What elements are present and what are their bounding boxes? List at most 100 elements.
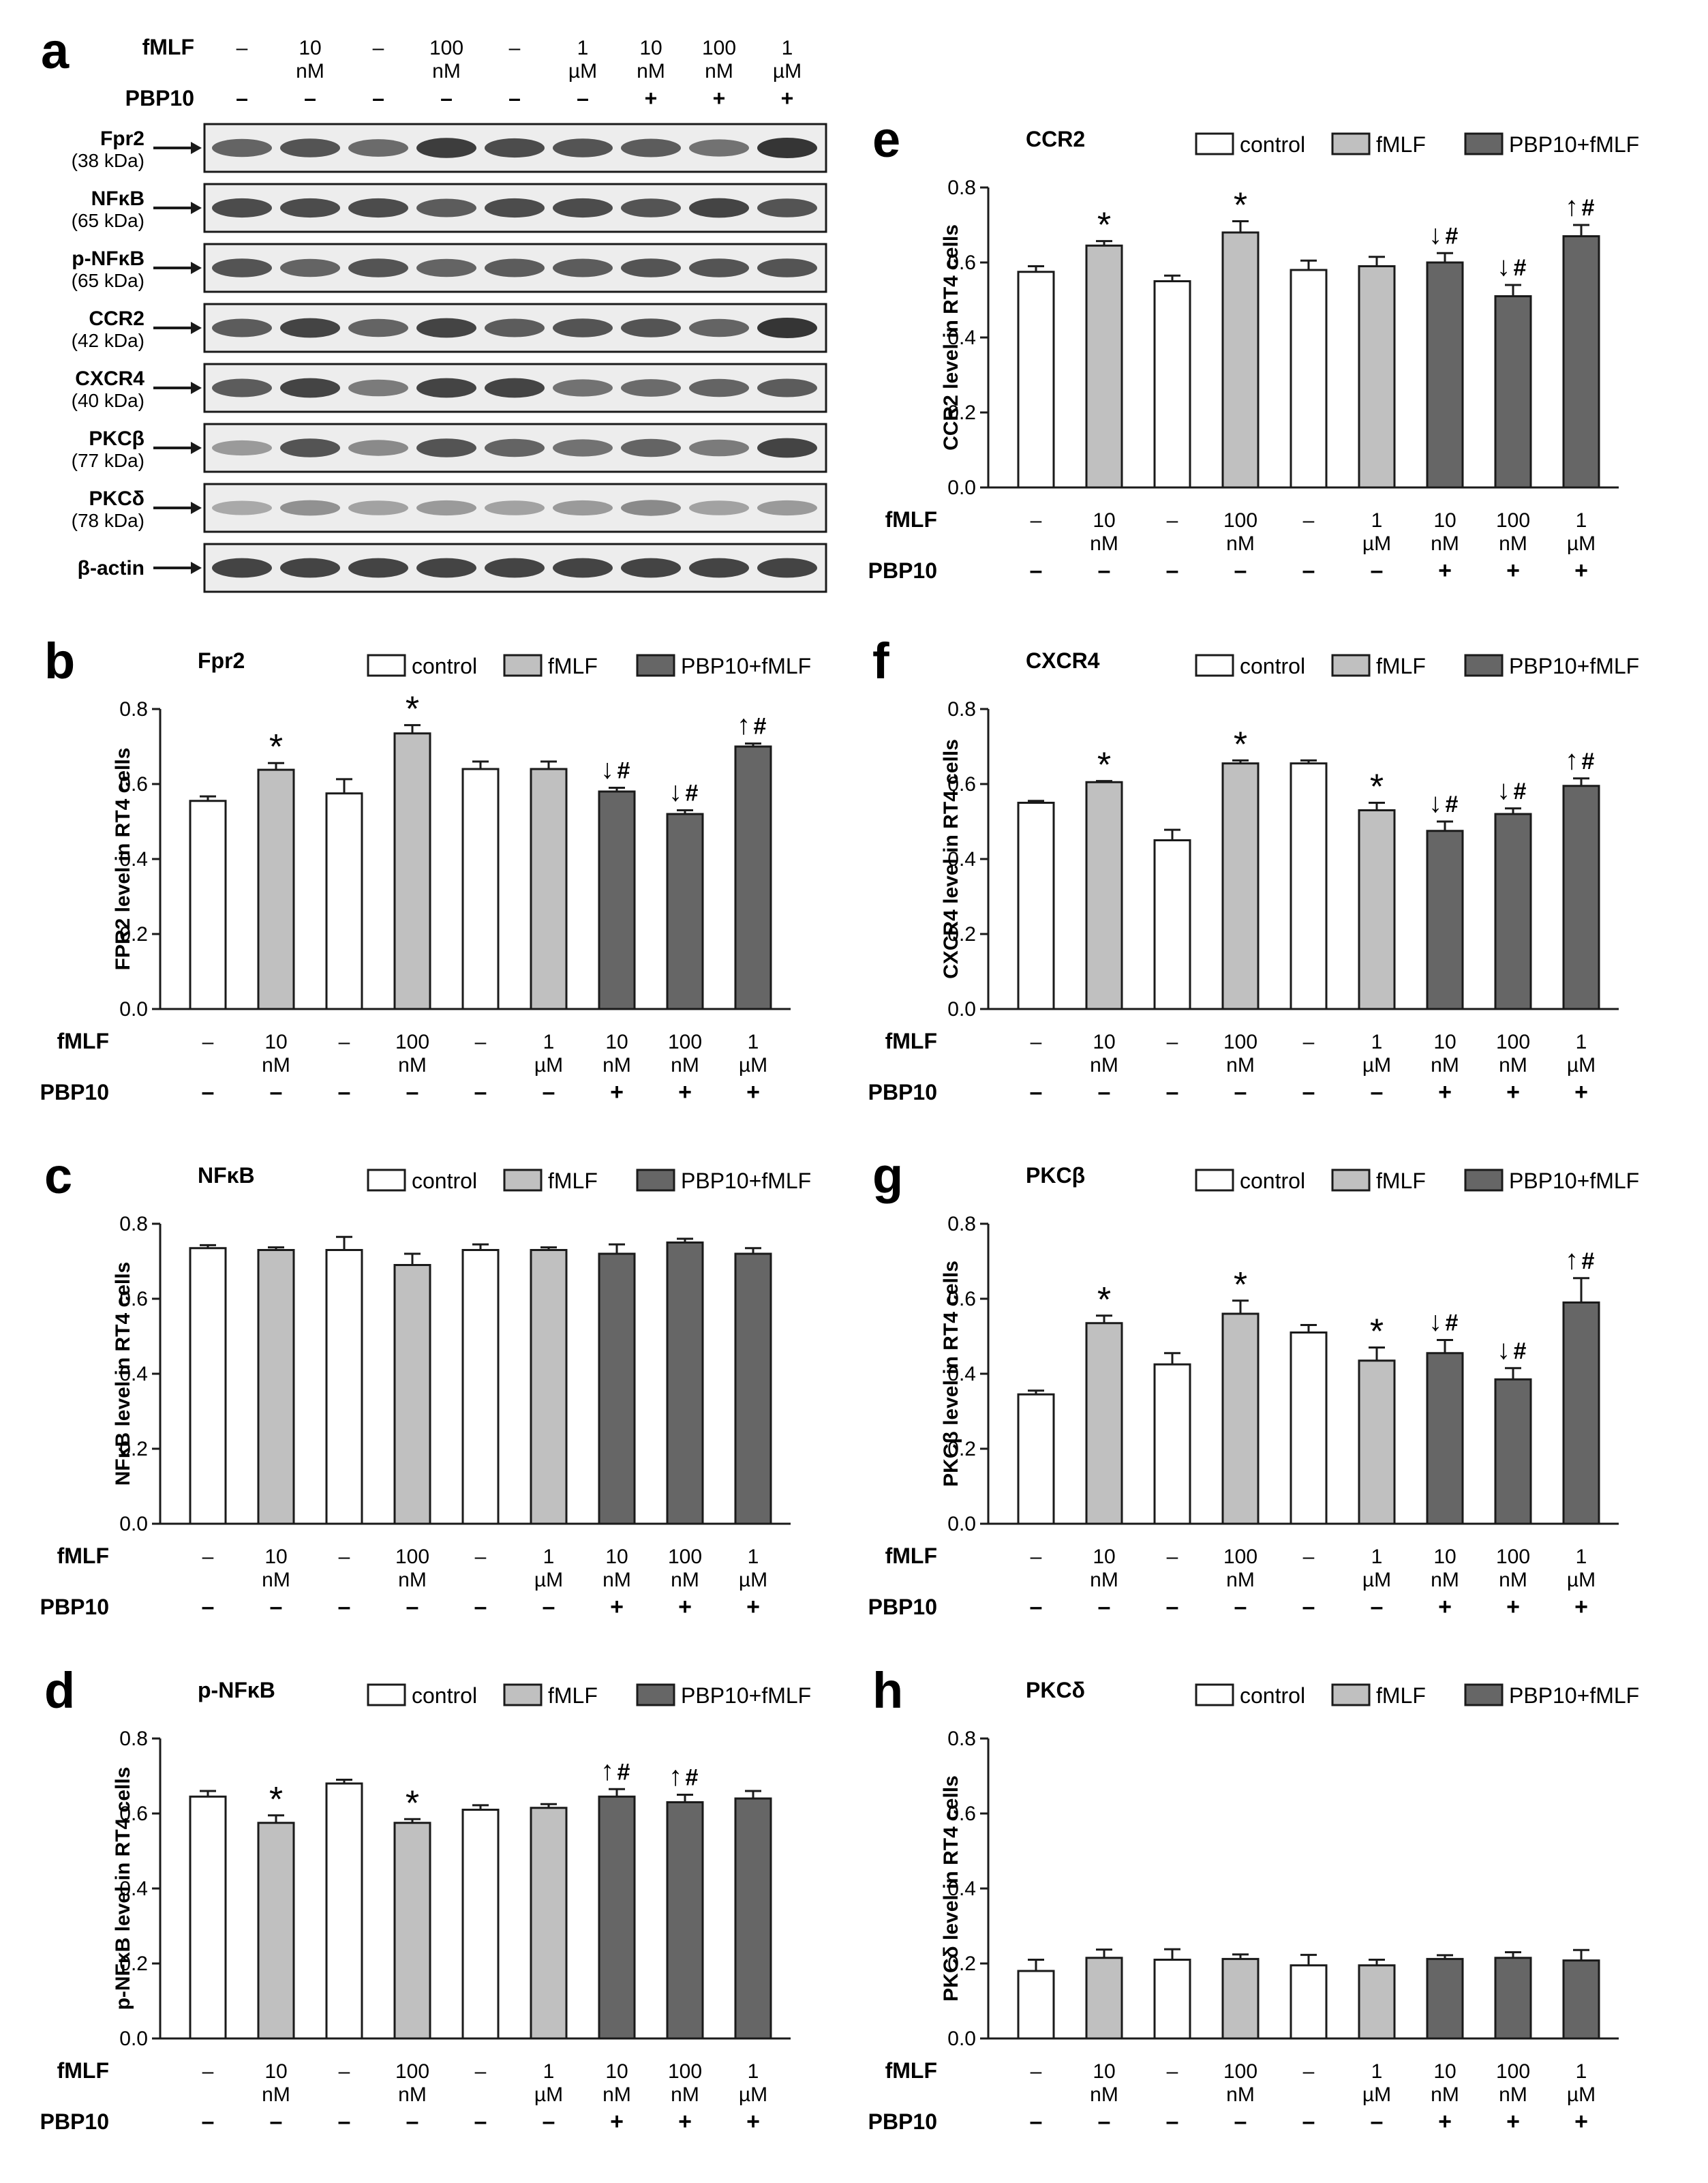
significance-hash: #	[1514, 779, 1527, 804]
bar-pbp	[734, 1797, 772, 2040]
bar-fmlf	[1085, 1957, 1123, 2040]
x-tick-fmlf-value: 1	[1576, 1031, 1587, 1053]
x-row-label-pbp: PBP10	[868, 1595, 937, 1619]
legend-label-fmlf: fMLF	[548, 1169, 598, 1193]
x-tick-fmlf-unit: nM	[603, 2083, 631, 2106]
blot-pbp-value: +	[781, 86, 794, 110]
x-tick-pbp-value: –	[474, 1079, 487, 1105]
x-tick-fmlf-value: –	[1167, 1546, 1178, 1568]
bar-control	[189, 1247, 227, 1525]
x-tick-fmlf-value: 1	[1576, 1546, 1587, 1568]
bar-pbp	[1494, 1957, 1532, 2040]
bar-control	[1017, 1393, 1055, 1525]
x-row-label-fmlf: fMLF	[885, 1544, 937, 1568]
bar-fmlf	[1221, 1957, 1260, 2040]
x-tick-fmlf-unit: µM	[534, 1054, 563, 1077]
x-tick-fmlf-unit: nM	[1499, 532, 1527, 555]
x-tick-pbp-value: –	[1030, 2109, 1043, 2135]
bar-pbp	[1494, 813, 1532, 1010]
significance-star: *	[1234, 186, 1247, 226]
blot-fmlf-unit: nM	[296, 60, 324, 82]
blot-band	[485, 198, 545, 218]
blot-band	[553, 558, 613, 578]
chart-title: PKCβ	[1026, 1163, 1085, 1188]
x-tick-pbp-value: +	[610, 1594, 624, 1620]
x-tick-pbp-value: –	[202, 2109, 215, 2135]
bar-control	[1153, 1959, 1191, 2040]
down-arrow-icon: ↓	[600, 755, 614, 785]
x-row-label-fmlf: fMLF	[885, 2058, 937, 2083]
bar-fmlf	[530, 1249, 568, 1525]
x-tick-fmlf-value: –	[339, 1546, 350, 1568]
blot-band	[485, 138, 545, 158]
chart-panel-e: e CCR2 control fMLF PBP10+fMLF0.00.20.40.60.…	[868, 111, 1640, 584]
bar-control	[1290, 1964, 1328, 2040]
x-tick-fmlf-unit: nM	[603, 1054, 631, 1077]
x-tick-pbp-value: –	[1166, 2109, 1179, 2135]
blot-band	[553, 318, 613, 337]
x-tick-pbp-value: –	[543, 2109, 555, 2135]
legend-label-pbp: PBP10+fMLF	[1509, 132, 1639, 157]
chart-panel-g: g PKCβ control fMLF PBP10+fMLF0.00.20.40.60.…	[868, 1147, 1640, 1620]
bar-pbp	[1562, 235, 1600, 489]
down-arrow-icon: ↓	[1497, 775, 1510, 805]
x-tick-pbp-value: –	[1234, 1079, 1247, 1105]
x-tick-pbp-value: –	[543, 1594, 555, 1620]
bar-control	[189, 1795, 227, 2040]
x-tick-fmlf-value: 10	[264, 1031, 287, 1053]
legend-swatch-control	[1195, 654, 1234, 677]
bar-control	[1290, 762, 1328, 1010]
blot-pbp-value: –	[577, 86, 589, 110]
x-tick-pbp-value: +	[1574, 1079, 1588, 1105]
bar-pbp	[598, 790, 636, 1010]
x-tick-fmlf-unit: µM	[534, 1569, 563, 1591]
x-tick-fmlf-value: –	[202, 1546, 214, 1568]
x-tick-fmlf-unit: µM	[739, 1569, 767, 1591]
bar-control	[325, 1782, 363, 2040]
chart-panel-b: b Fpr2 control fMLF PBP10+fMLF0.00.20.40.60.…	[40, 633, 812, 1105]
x-tick-pbp-value: –	[543, 1079, 555, 1105]
x-tick-pbp-value: +	[1574, 2109, 1588, 2135]
blot-arrowhead-icon	[191, 322, 202, 334]
x-tick-pbp-value: –	[1098, 558, 1111, 584]
blot-fmlf-unit: µM	[568, 60, 597, 82]
y-axis-label: CXCR4 level in RT4 cells	[940, 739, 962, 979]
y-tick-label: 0.4	[119, 1363, 148, 1385]
legend-swatch-pbp	[1464, 1169, 1504, 1192]
panel-letter-f: f	[872, 633, 889, 689]
significance-hash: #	[1514, 1338, 1527, 1364]
blot-band	[280, 258, 340, 277]
x-tick-fmlf-value: 100	[395, 2060, 429, 2083]
y-axis-label: PKCδ level in RT4 cells	[940, 1775, 962, 2002]
x-tick-fmlf-value: –	[339, 2060, 350, 2083]
y-tick-label: 0.6	[947, 1288, 976, 1310]
x-tick-pbp-value: +	[1438, 2109, 1452, 2135]
y-tick-label: 0.0	[947, 477, 976, 499]
chart-panel-c: c NFκB control fMLF PBP10+fMLF0.00.20.40.60.…	[40, 1147, 812, 1620]
x-tick-fmlf-unit: nM	[398, 1569, 427, 1591]
x-tick-fmlf-value: –	[1303, 1546, 1315, 1568]
x-tick-fmlf-value: 100	[1496, 2060, 1530, 2083]
x-tick-fmlf-unit: µM	[739, 1054, 767, 1077]
x-tick-pbp-value: +	[1574, 558, 1588, 584]
panel-letter-b: b	[44, 633, 75, 689]
blot-band	[757, 138, 817, 158]
panel-letter-h: h	[872, 1662, 903, 1719]
x-tick-fmlf-unit: nM	[1499, 1569, 1527, 1591]
blot-kda-label: (77 kDa)	[72, 450, 144, 471]
x-tick-fmlf-unit: nM	[671, 1569, 699, 1591]
bar-fmlf	[1358, 1359, 1396, 1525]
chart-panel-d: d p-NFκB control fMLF PBP10+fMLF0.00.20.40.6…	[40, 1662, 812, 2135]
legend-swatch-pbp	[636, 1683, 675, 1706]
x-tick-fmlf-unit: µM	[1567, 532, 1596, 555]
blot-fmlf-value: 1	[577, 37, 589, 59]
x-tick-fmlf-unit: nM	[398, 1054, 427, 1077]
blot-fmlf-unit: nM	[432, 60, 461, 82]
y-tick-label: 0.2	[119, 1438, 148, 1460]
legend-label-fmlf: fMLF	[1376, 132, 1426, 157]
blot-band	[485, 378, 545, 398]
blot-kda-label: (78 kDa)	[72, 510, 144, 531]
x-tick-pbp-value: –	[1234, 1594, 1247, 1620]
down-arrow-icon: ↓	[1497, 1335, 1510, 1365]
